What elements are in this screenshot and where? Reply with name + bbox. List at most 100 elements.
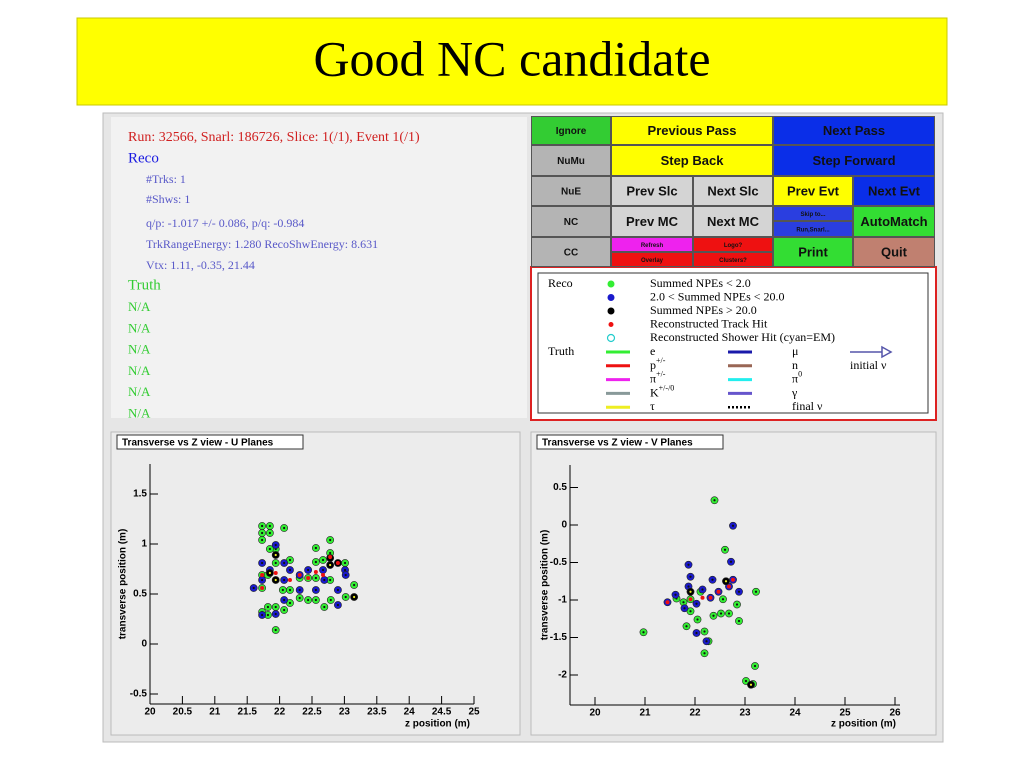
button[interactable]: Logo? (693, 237, 773, 252)
button[interactable]: Prev Evt (773, 176, 853, 206)
button-label[interactable]: Prev Evt (787, 183, 840, 198)
button[interactable]: Refresh (611, 237, 693, 252)
button[interactable]: Next Pass (773, 116, 935, 145)
hit-center (307, 598, 310, 602)
button[interactable]: Next Slc (693, 176, 773, 206)
hit (271, 551, 280, 559)
button-face[interactable] (693, 176, 773, 206)
button-label[interactable]: Clusters? (719, 258, 747, 264)
hit-center (261, 613, 264, 617)
button-face[interactable] (531, 145, 611, 176)
button[interactable]: NuMu (531, 145, 611, 176)
legend-label: 2.0 < Summed NPEs < 20.0 (650, 289, 785, 303)
button-face[interactable] (611, 252, 693, 267)
button[interactable]: Prev MC (611, 206, 693, 237)
button-label[interactable]: NuMu (557, 156, 585, 167)
hit-center (314, 546, 317, 550)
button-label[interactable]: Next Pass (823, 123, 885, 138)
button[interactable]: NC (531, 206, 611, 237)
button-face[interactable] (611, 206, 693, 237)
button[interactable]: Previous Pass (611, 116, 773, 145)
button-label[interactable]: Overlay (641, 258, 664, 264)
button-face[interactable] (611, 116, 773, 145)
button-face[interactable] (773, 237, 853, 267)
legend-label: Reconstructed Shower Hit (cyan=EM) (650, 330, 835, 344)
button[interactable]: Print (773, 237, 853, 267)
button-face[interactable] (853, 176, 935, 206)
button-face[interactable] (531, 176, 611, 206)
button[interactable]: AutoMatch (853, 206, 935, 237)
button[interactable]: Quit (853, 237, 935, 267)
button-face[interactable] (773, 176, 853, 206)
hit (686, 587, 695, 596)
button-face[interactable] (773, 206, 853, 221)
button-face[interactable] (611, 145, 773, 176)
hit (721, 545, 729, 554)
legend-label: π+/- (650, 369, 666, 385)
x-tick-label: 23 (339, 707, 351, 718)
hit-center (689, 575, 692, 578)
button-face[interactable] (531, 116, 611, 145)
button-face[interactable] (853, 237, 935, 267)
button[interactable]: Clusters? (693, 252, 773, 267)
button[interactable]: Next MC (693, 206, 773, 237)
button[interactable]: Overlay (611, 252, 693, 267)
hit (717, 609, 725, 618)
button[interactable]: Step Forward (773, 145, 935, 176)
button-label[interactable]: NuE (561, 187, 581, 198)
button-face[interactable] (693, 237, 773, 252)
button-label[interactable]: AutoMatch (860, 214, 927, 229)
legend-label-base: p (650, 358, 656, 372)
button-face[interactable] (773, 145, 935, 176)
button-label[interactable]: Prev MC (626, 214, 679, 229)
button-label[interactable]: Step Forward (812, 153, 895, 168)
button-face[interactable] (773, 116, 935, 145)
button-label[interactable]: Skip to... (800, 212, 825, 218)
button[interactable]: CC (531, 237, 611, 267)
track-hit (688, 597, 693, 602)
button[interactable]: Ignore (531, 116, 611, 145)
button-label[interactable]: Next Evt (868, 183, 921, 198)
button[interactable]: Next Evt (853, 176, 935, 206)
button-label[interactable]: Step Back (661, 153, 725, 168)
hit (692, 599, 701, 608)
button-face[interactable] (693, 206, 773, 237)
button-face[interactable] (611, 176, 693, 206)
track-hit (260, 573, 265, 577)
hit-center (343, 568, 347, 572)
button-face[interactable] (853, 206, 935, 237)
hit-center (283, 598, 286, 602)
button-face[interactable] (531, 206, 611, 237)
button[interactable]: Skip to... (773, 206, 853, 221)
button-face[interactable] (773, 221, 853, 237)
button-label[interactable]: Ignore (556, 126, 587, 137)
button-label[interactable]: Next Slc (707, 183, 758, 198)
track-hit (297, 573, 302, 577)
button[interactable]: Step Back (611, 145, 773, 176)
button-label[interactable]: Run,Snarl... (796, 228, 830, 234)
button-label[interactable]: Next MC (707, 214, 760, 229)
button-label[interactable]: Refresh (641, 243, 664, 249)
button-label[interactable]: CC (564, 248, 578, 259)
button[interactable]: Prev Slc (611, 176, 693, 206)
hit (271, 626, 280, 634)
run-line: Run: 32566, Snarl: 186726, Slice: 1(/1),… (128, 130, 420, 145)
button-face[interactable] (693, 252, 773, 267)
button[interactable]: NuE (531, 176, 611, 206)
button-face[interactable] (611, 237, 693, 252)
button-label[interactable]: Previous Pass (648, 123, 737, 138)
button-label[interactable]: Logo? (724, 243, 743, 249)
button-label[interactable]: Print (798, 244, 828, 259)
button[interactable]: Run,Snarl... (773, 221, 853, 237)
hit-center (283, 608, 286, 612)
reco-line: Vtx: 1.11, -0.35, 21.44 (146, 258, 255, 272)
button-label[interactable]: NC (564, 217, 578, 228)
hit (258, 611, 267, 619)
hit (725, 609, 733, 618)
legend-marker (606, 333, 616, 343)
button-face[interactable] (531, 237, 611, 267)
button-label[interactable]: Quit (881, 244, 908, 259)
hit (258, 559, 267, 567)
button-label[interactable]: Prev Slc (626, 183, 677, 198)
hit-center (731, 524, 735, 527)
